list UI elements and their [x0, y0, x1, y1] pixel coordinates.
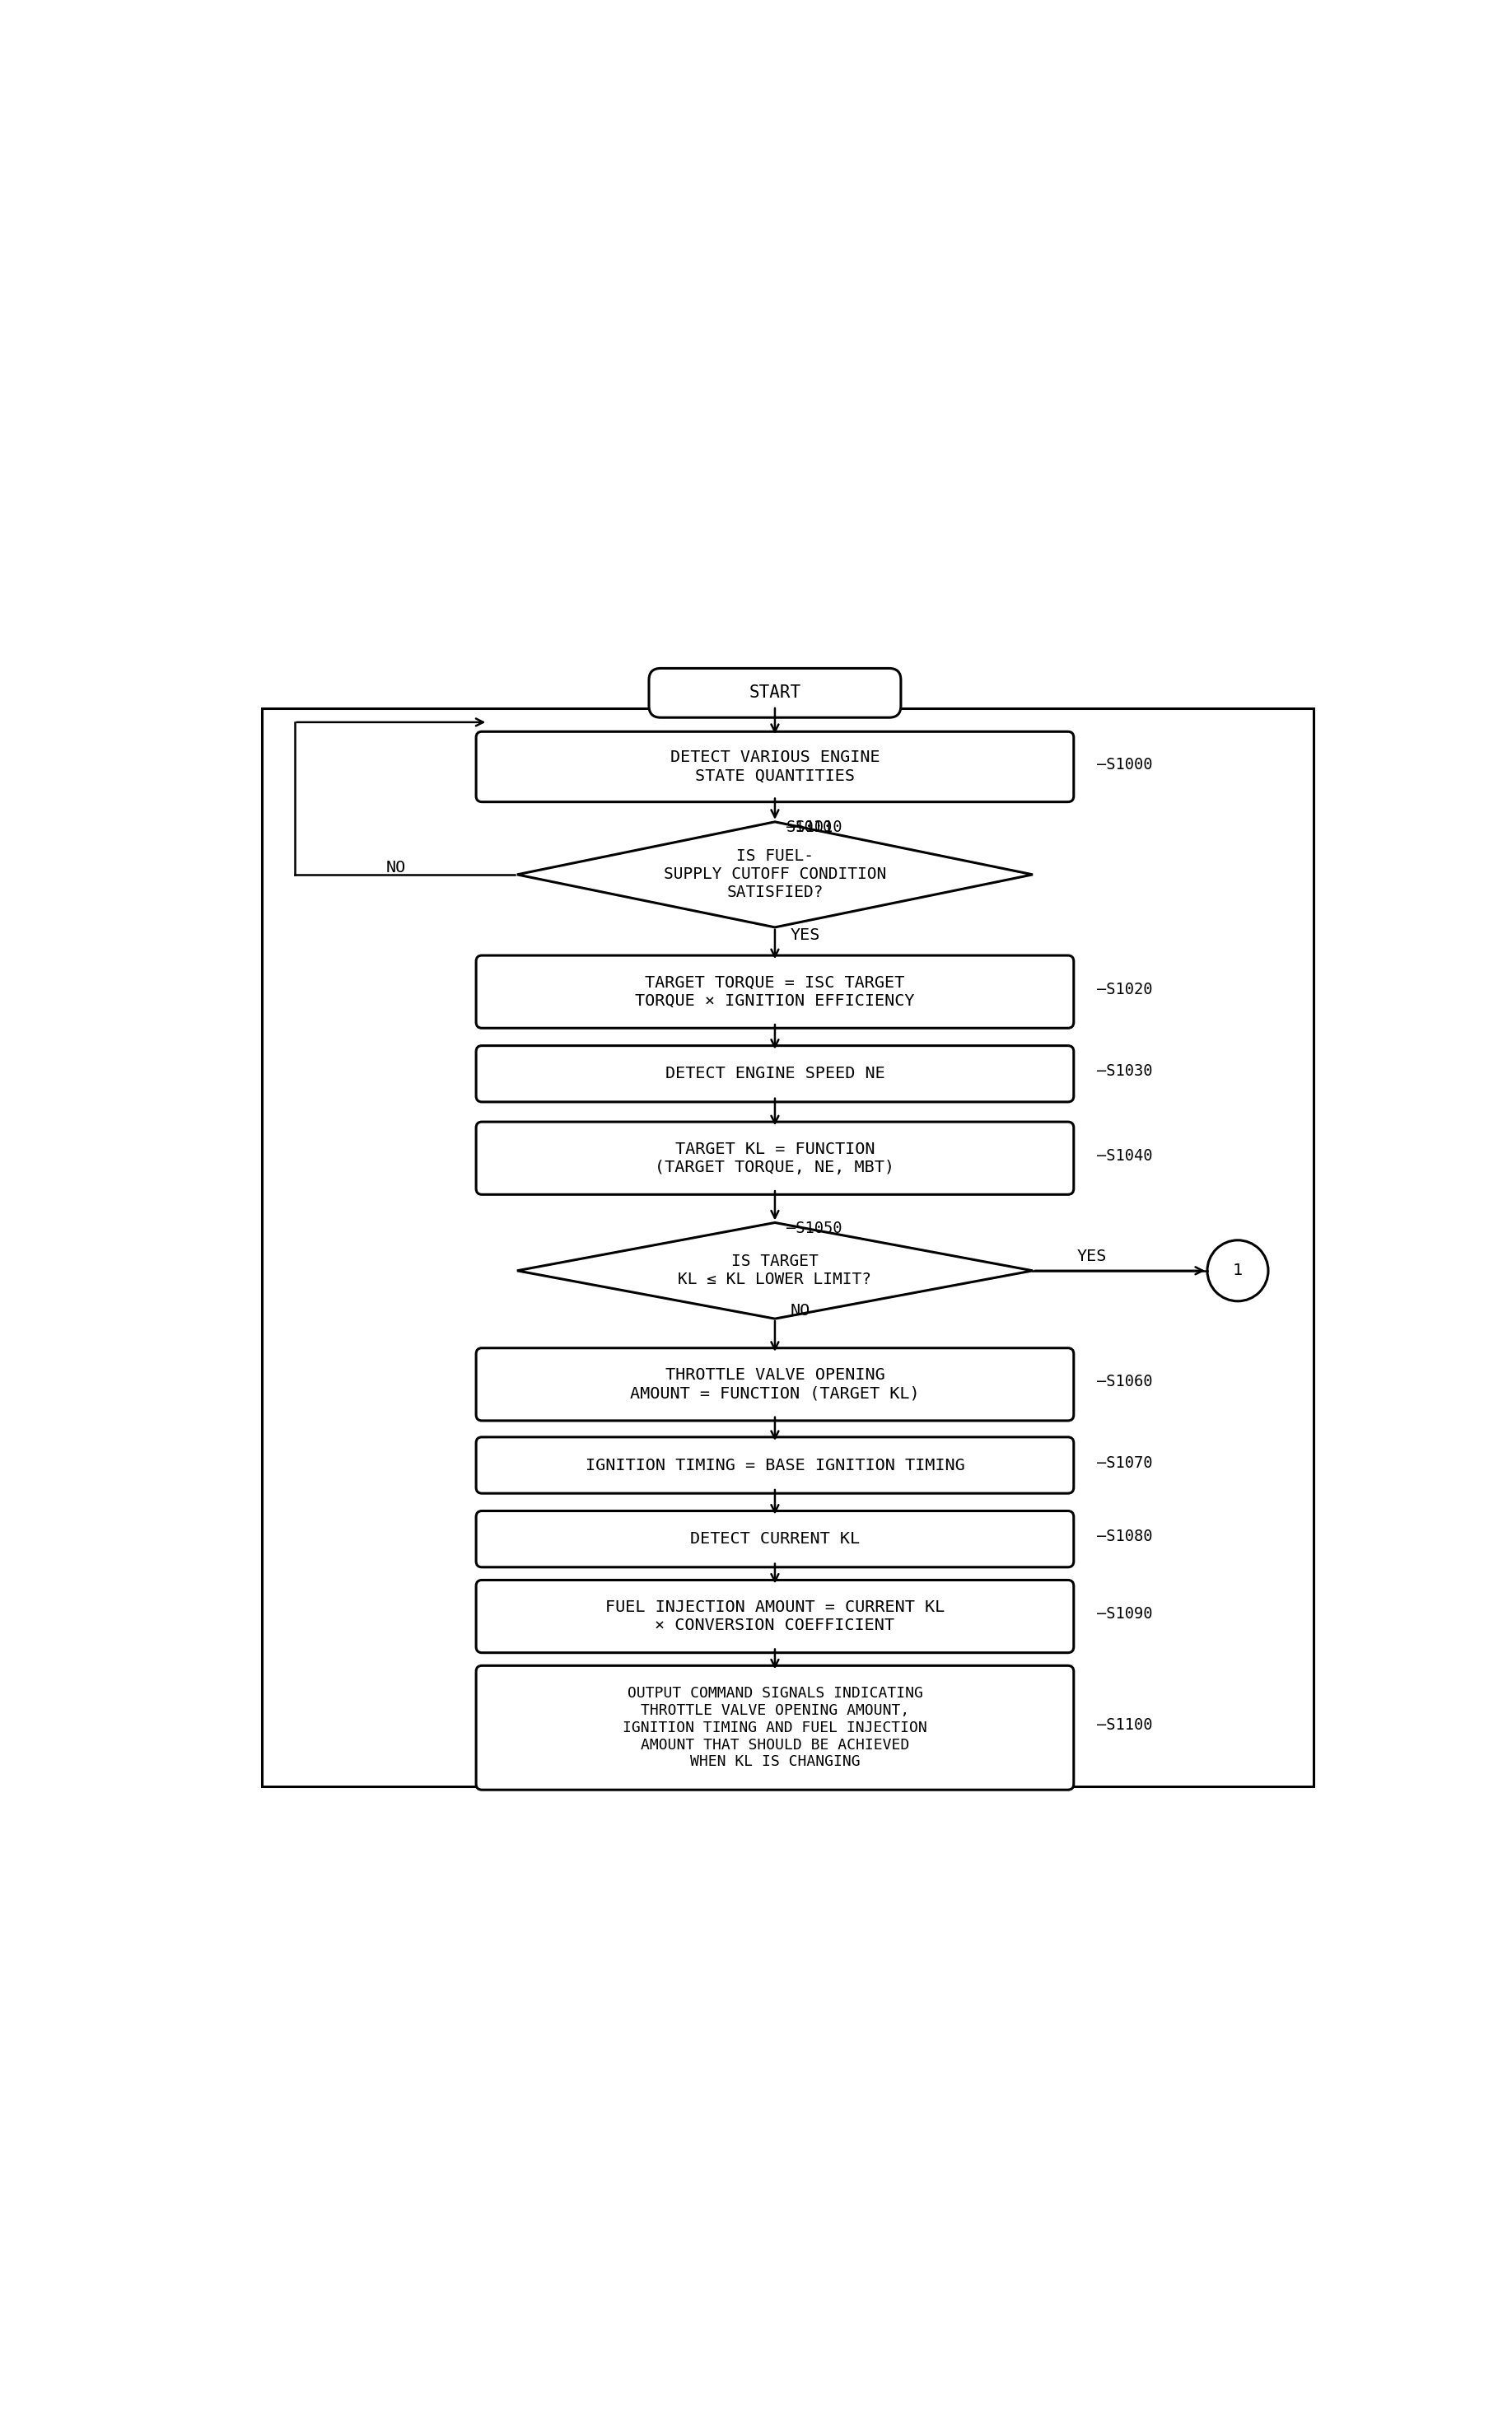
Circle shape — [1207, 1241, 1269, 1301]
FancyBboxPatch shape — [476, 1122, 1074, 1195]
Text: OUTPUT COMMAND SIGNALS INDICATING
THROTTLE VALVE OPENING AMOUNT,
IGNITION TIMING: OUTPUT COMMAND SIGNALS INDICATING THROTT… — [623, 1685, 927, 1770]
Text: —S1000: —S1000 — [1098, 758, 1152, 772]
Text: TARGET TORQUE = ISC TARGET
TORQUE × IGNITION EFFICIENCY: TARGET TORQUE = ISC TARGET TORQUE × IGNI… — [635, 976, 915, 1008]
Text: —S1080: —S1080 — [1098, 1530, 1152, 1544]
FancyBboxPatch shape — [476, 957, 1074, 1027]
Text: IS FUEL-
SUPPLY CUTOFF CONDITION
SATISFIED?: IS FUEL- SUPPLY CUTOFF CONDITION SATISFI… — [664, 850, 886, 901]
Text: S1010: S1010 — [786, 821, 833, 835]
FancyBboxPatch shape — [649, 668, 901, 719]
FancyBboxPatch shape — [476, 1581, 1074, 1653]
FancyBboxPatch shape — [476, 1046, 1074, 1102]
Text: NO: NO — [386, 860, 405, 877]
Text: 1: 1 — [1232, 1263, 1243, 1280]
Text: THROTTLE VALVE OPENING
AMOUNT = FUNCTION (TARGET KL): THROTTLE VALVE OPENING AMOUNT = FUNCTION… — [631, 1367, 919, 1401]
Text: —S1010: —S1010 — [786, 821, 842, 835]
Text: FUEL INJECTION AMOUNT = CURRENT KL
× CONVERSION COEFFICIENT: FUEL INJECTION AMOUNT = CURRENT KL × CON… — [605, 1600, 945, 1634]
Text: —S1030: —S1030 — [1098, 1063, 1152, 1080]
Text: YES: YES — [791, 927, 820, 944]
FancyBboxPatch shape — [476, 1348, 1074, 1420]
Text: DETECT CURRENT KL: DETECT CURRENT KL — [689, 1532, 860, 1547]
FancyBboxPatch shape — [476, 1666, 1074, 1789]
Text: —S1090: —S1090 — [1098, 1607, 1152, 1622]
FancyBboxPatch shape — [476, 1437, 1074, 1493]
Polygon shape — [517, 821, 1033, 927]
Text: DETECT VARIOUS ENGINE
STATE QUANTITIES: DETECT VARIOUS ENGINE STATE QUANTITIES — [670, 750, 880, 784]
Text: —S1020: —S1020 — [1098, 981, 1152, 998]
Text: NO: NO — [791, 1304, 810, 1318]
Text: —S1040: —S1040 — [1098, 1148, 1152, 1163]
Text: —S1060: —S1060 — [1098, 1374, 1152, 1389]
Bar — [262, 709, 1314, 1787]
Text: TARGET KL = FUNCTION
(TARGET TORQUE, NE, MBT): TARGET KL = FUNCTION (TARGET TORQUE, NE,… — [655, 1141, 895, 1175]
Text: DETECT ENGINE SPEED NE: DETECT ENGINE SPEED NE — [665, 1066, 885, 1080]
Polygon shape — [517, 1224, 1033, 1318]
Text: IGNITION TIMING = BASE IGNITION TIMING: IGNITION TIMING = BASE IGNITION TIMING — [585, 1457, 965, 1474]
FancyBboxPatch shape — [476, 1510, 1074, 1566]
Text: —S1070: —S1070 — [1098, 1454, 1152, 1471]
Text: START: START — [748, 685, 801, 702]
FancyBboxPatch shape — [476, 731, 1074, 801]
Text: —S1100: —S1100 — [1098, 1717, 1152, 1734]
Text: YES: YES — [1077, 1248, 1107, 1265]
Text: —S1050: —S1050 — [786, 1221, 842, 1236]
Text: IS TARGET
KL ≤ KL LOWER LIMIT?: IS TARGET KL ≤ KL LOWER LIMIT? — [679, 1253, 871, 1287]
